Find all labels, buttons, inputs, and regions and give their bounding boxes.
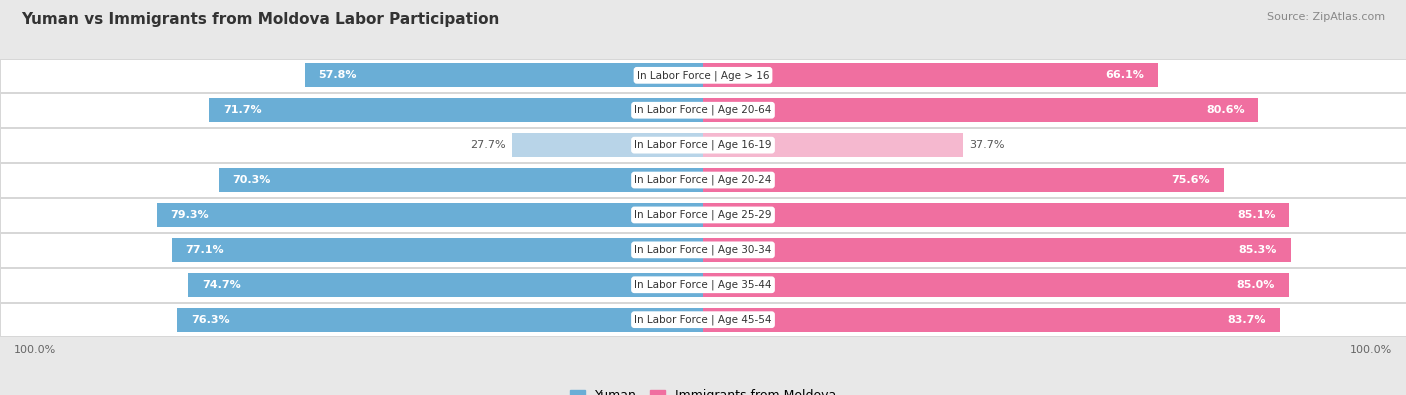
Text: Source: ZipAtlas.com: Source: ZipAtlas.com	[1267, 12, 1385, 22]
Bar	[209, 98, 703, 122]
Bar	[703, 64, 1159, 87]
Bar	[703, 308, 1279, 331]
Text: In Labor Force | Age 35-44: In Labor Force | Age 35-44	[634, 280, 772, 290]
Bar	[703, 168, 1223, 192]
Bar	[0, 163, 1406, 197]
Text: 37.7%: 37.7%	[970, 140, 1005, 150]
Bar	[703, 203, 1289, 227]
Text: 85.3%: 85.3%	[1239, 245, 1277, 255]
Text: In Labor Force | Age 30-34: In Labor Force | Age 30-34	[634, 245, 772, 255]
Bar	[0, 233, 1406, 267]
Text: In Labor Force | Age 25-29: In Labor Force | Age 25-29	[634, 210, 772, 220]
Bar	[219, 168, 703, 192]
Bar	[0, 198, 1406, 232]
Text: 70.3%: 70.3%	[232, 175, 271, 185]
Text: 76.3%: 76.3%	[191, 315, 229, 325]
Bar	[0, 268, 1406, 301]
Text: 74.7%: 74.7%	[202, 280, 240, 290]
Text: 80.6%: 80.6%	[1206, 105, 1244, 115]
Bar	[0, 128, 1406, 162]
Text: 85.0%: 85.0%	[1236, 280, 1275, 290]
Legend: Yuman, Immigrants from Moldova: Yuman, Immigrants from Moldova	[565, 384, 841, 395]
Bar	[156, 203, 703, 227]
Bar	[512, 133, 703, 157]
Bar	[703, 133, 963, 157]
Text: 27.7%: 27.7%	[470, 140, 505, 150]
Text: 85.1%: 85.1%	[1237, 210, 1275, 220]
Bar	[0, 94, 1406, 127]
Text: In Labor Force | Age 20-24: In Labor Force | Age 20-24	[634, 175, 772, 185]
Bar	[177, 308, 703, 331]
Text: Yuman vs Immigrants from Moldova Labor Participation: Yuman vs Immigrants from Moldova Labor P…	[21, 12, 499, 27]
Bar	[188, 273, 703, 297]
Bar	[703, 273, 1289, 297]
Text: In Labor Force | Age 16-19: In Labor Force | Age 16-19	[634, 140, 772, 150]
Bar	[172, 238, 703, 262]
Text: In Labor Force | Age > 16: In Labor Force | Age > 16	[637, 70, 769, 81]
Text: In Labor Force | Age 20-64: In Labor Force | Age 20-64	[634, 105, 772, 115]
Text: 83.7%: 83.7%	[1227, 315, 1265, 325]
Text: In Labor Force | Age 45-54: In Labor Force | Age 45-54	[634, 314, 772, 325]
Bar	[0, 303, 1406, 337]
Bar	[0, 58, 1406, 92]
Text: 75.6%: 75.6%	[1171, 175, 1211, 185]
Bar	[703, 238, 1291, 262]
Text: 57.8%: 57.8%	[319, 70, 357, 80]
Text: 100.0%: 100.0%	[1350, 345, 1392, 355]
Bar	[703, 98, 1258, 122]
Bar	[305, 64, 703, 87]
Text: 100.0%: 100.0%	[14, 345, 56, 355]
Text: 79.3%: 79.3%	[170, 210, 209, 220]
Text: 66.1%: 66.1%	[1105, 70, 1144, 80]
Text: 71.7%: 71.7%	[222, 105, 262, 115]
Text: 77.1%: 77.1%	[186, 245, 224, 255]
